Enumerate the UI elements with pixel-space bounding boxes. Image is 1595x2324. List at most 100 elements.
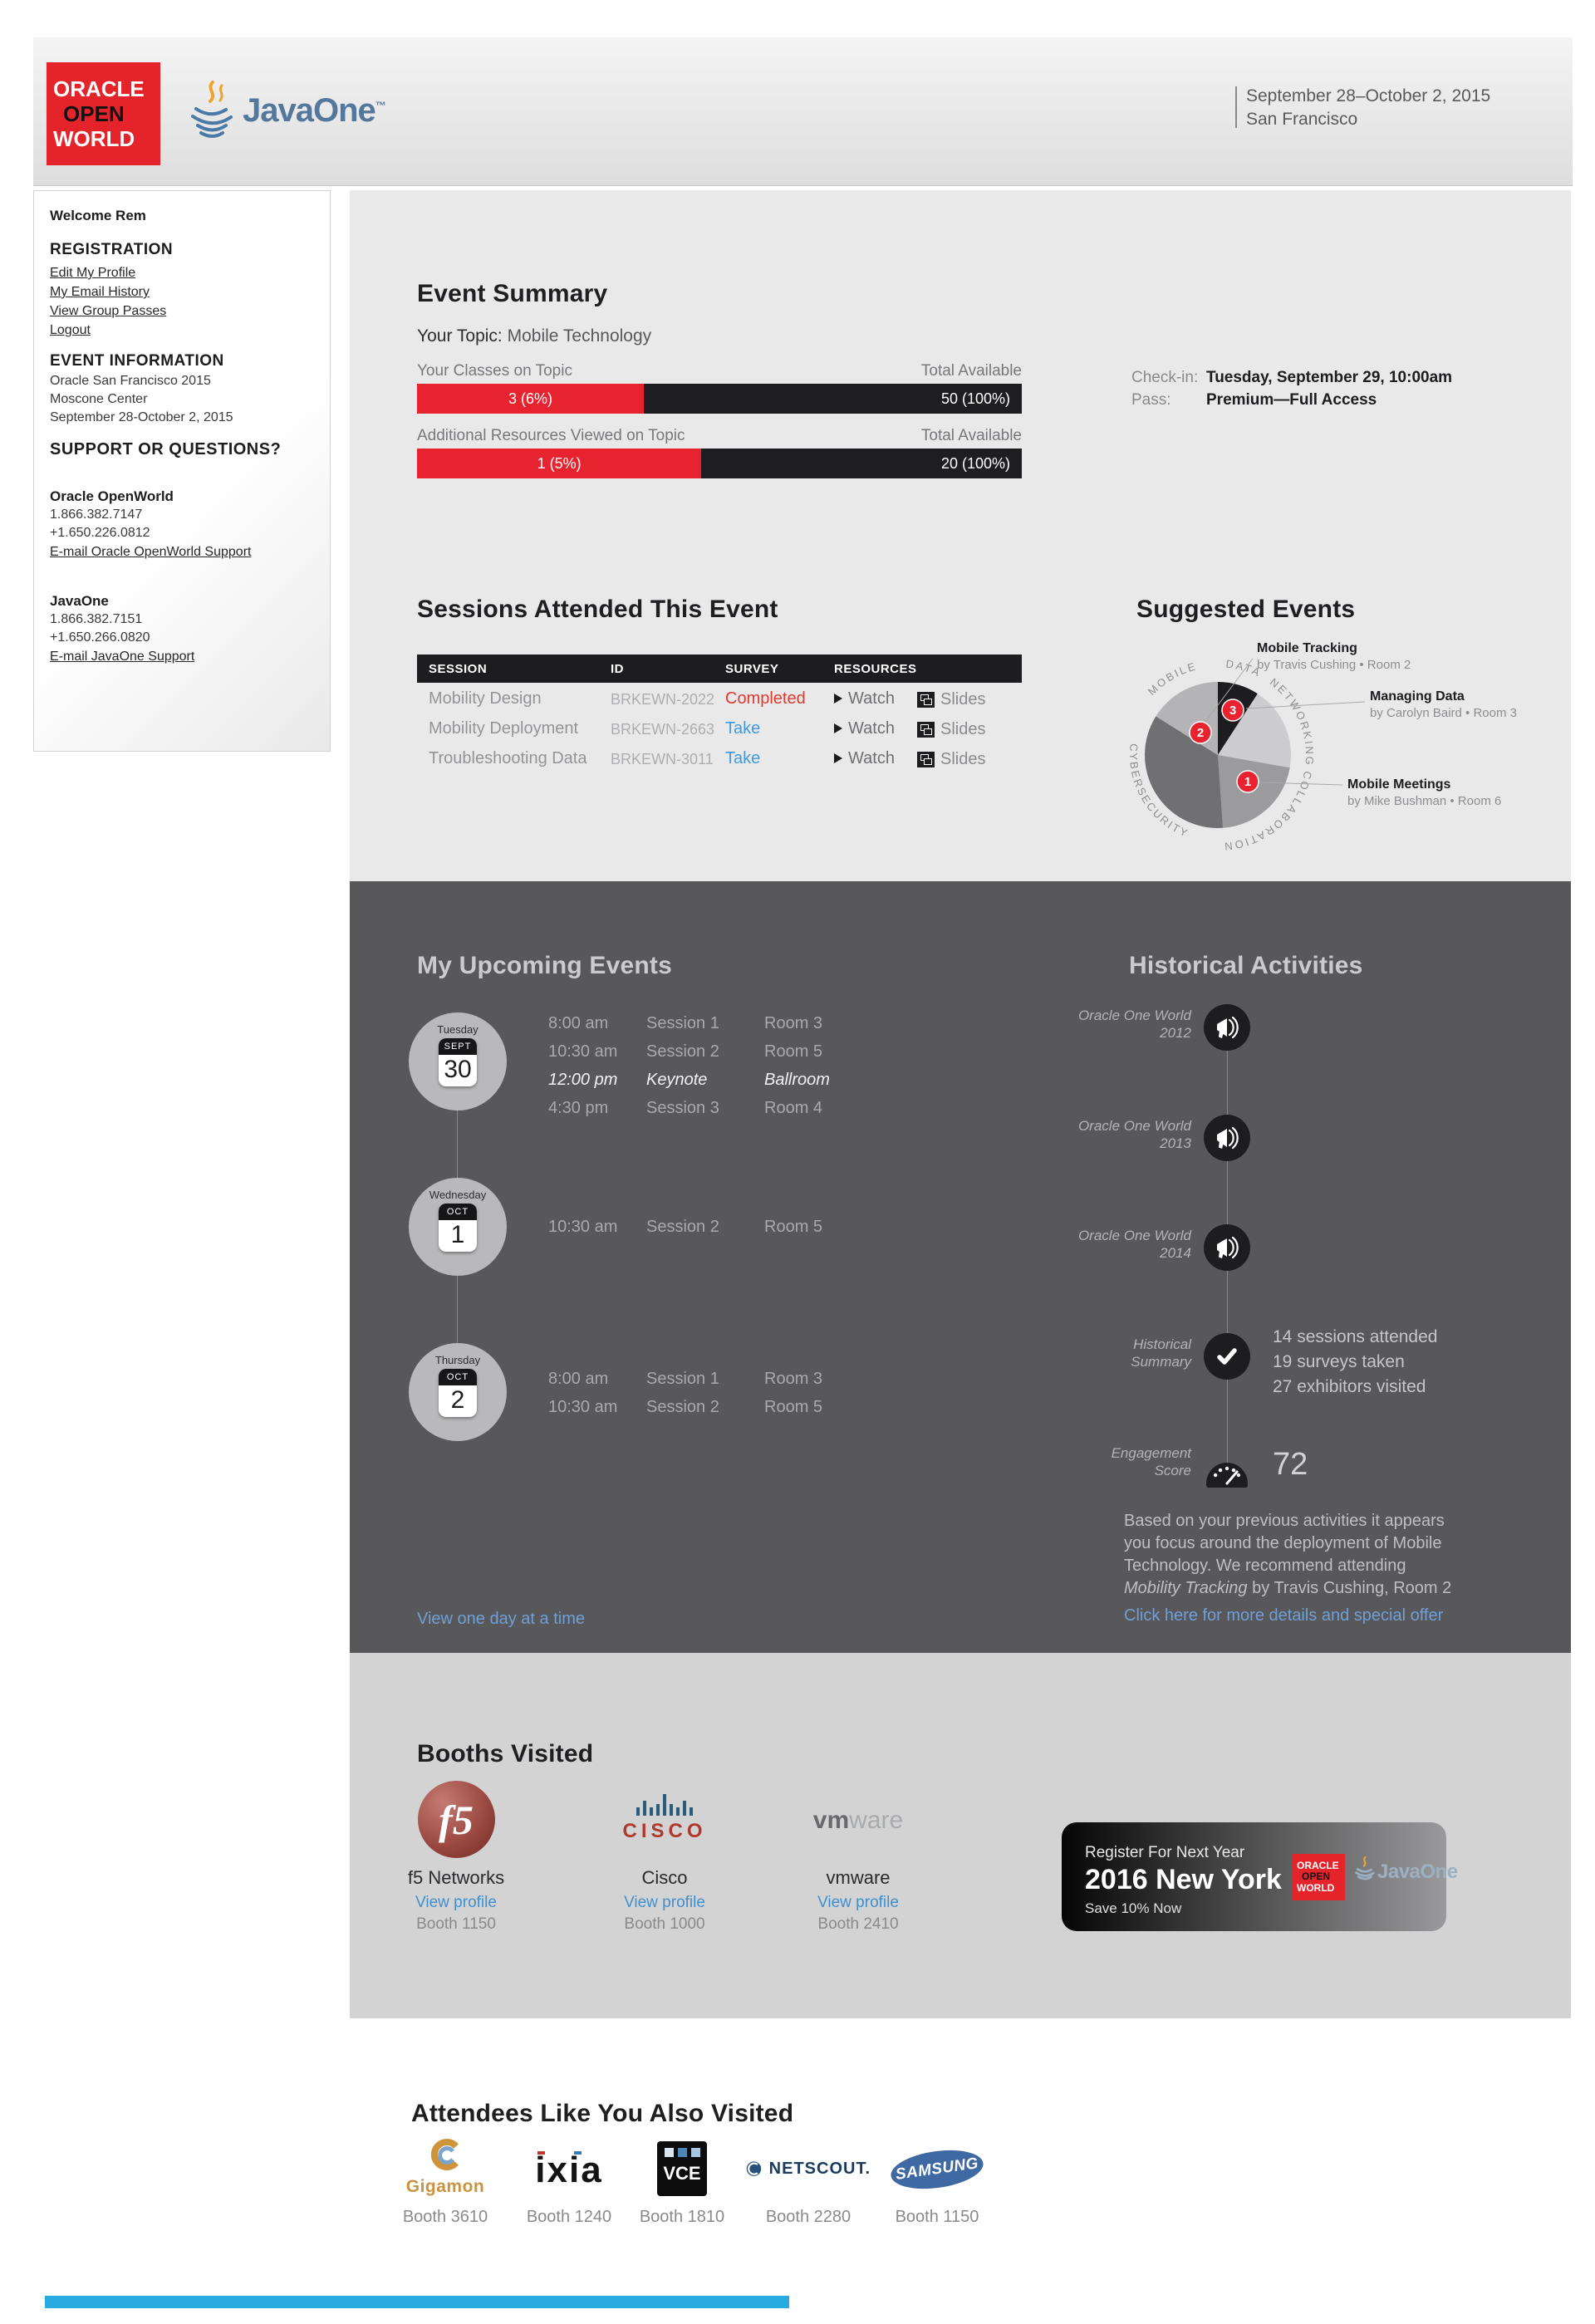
- pie-marker-3[interactable]: [1221, 699, 1244, 722]
- pie-slice-networking[interactable]: [1218, 694, 1292, 768]
- watch-link[interactable]: Watch: [834, 689, 895, 708]
- view-one-day-link[interactable]: View one day at a time: [417, 1610, 585, 1628]
- schedule-time: 8:00 am: [548, 1370, 609, 1388]
- slides-link[interactable]: Slides: [917, 690, 985, 709]
- table-row-session: Mobility Design: [429, 689, 542, 708]
- event-date-range: September 28–October 2, 2015: [1246, 86, 1491, 105]
- pie-marker-1-num: 1: [1244, 775, 1251, 789]
- vce-logo-icon: VCE: [657, 2141, 707, 2196]
- watch-link[interactable]: Watch: [834, 749, 895, 768]
- support-javaone-phone1: 1.866.382.7151: [50, 612, 143, 626]
- topic-value: Mobile Technology: [507, 326, 652, 346]
- schedule-session[interactable]: Session 2: [646, 1218, 719, 1236]
- bar2-right-label: Total Available: [920, 427, 1022, 444]
- oracle-logo-line3: WORLD: [53, 126, 135, 151]
- watch-link[interactable]: Watch: [834, 719, 895, 738]
- schedule-session[interactable]: Session 1: [646, 1014, 719, 1032]
- callout-line-3: [1245, 701, 1366, 709]
- resources-progress-fill: 1 (5%): [417, 449, 702, 478]
- javaone-tm: ™: [375, 99, 386, 112]
- historical-event-label: Oracle One World 2012: [1077, 1008, 1191, 1041]
- bottom-accent-bar: [45, 2296, 789, 2308]
- schedule-session[interactable]: Session 3: [646, 1099, 719, 1117]
- calendar-day-wednesday: Wednesday OCT 1: [409, 1178, 507, 1276]
- special-offer-link[interactable]: Click here for more details and special …: [1124, 1606, 1444, 1625]
- slides-link[interactable]: Slides: [917, 750, 985, 769]
- pie-slice-cybersecurity[interactable]: [1145, 716, 1224, 829]
- schedule-session-keynote[interactable]: Keynote: [646, 1071, 708, 1089]
- classes-progress-fill: 3 (6%): [417, 384, 644, 414]
- historical-event-label: Oracle One World 2014: [1077, 1228, 1191, 1261]
- attendee-booth-gigamon: Gigamon: [383, 2138, 508, 2197]
- attendee-booth-samsung: SAMSUNG: [875, 2145, 999, 2194]
- register-next-year-card[interactable]: Register For Next Year 2016 New York Sav…: [1062, 1822, 1458, 1931]
- schedule-session[interactable]: Session 2: [646, 1042, 719, 1061]
- suggested-events-title: Suggested Events: [1136, 596, 1356, 623]
- javaone-logo: JavaOne™: [243, 92, 386, 129]
- callout-line-1: [1259, 782, 1343, 786]
- slides-link[interactable]: Slides: [917, 720, 985, 739]
- page-header: ORACLE OPEN WORLD JavaOne™: [33, 37, 1573, 186]
- summary-line: 19 surveys taken: [1273, 1352, 1405, 1371]
- summary-line: 27 exhibitors visited: [1273, 1377, 1426, 1396]
- sessions-title: Sessions Attended This Event: [417, 596, 778, 623]
- calendar-icon: OCT 2: [439, 1369, 477, 1417]
- topic-line: Your Topic: Mobile Technology: [417, 326, 651, 346]
- historical-activities-title: Historical Activities: [1129, 952, 1363, 979]
- day-name: Thursday: [434, 1354, 481, 1366]
- calendar-date: 30: [444, 1056, 472, 1083]
- sidebar-link-logout[interactable]: Logout: [50, 323, 91, 337]
- event-dates: September 28–October 2, 2015 San Francis…: [1246, 85, 1490, 131]
- pie-marker-2-num: 2: [1197, 726, 1204, 740]
- col-header-survey: SURVEY: [725, 662, 779, 676]
- event-summary-section: [350, 190, 1571, 881]
- sidebar-link-email-history[interactable]: My Email History: [50, 285, 150, 299]
- historical-event-node: [1204, 1115, 1250, 1161]
- schedule-time: 8:00 am: [548, 1014, 609, 1032]
- view-profile-link[interactable]: View profile: [624, 1894, 705, 1911]
- table-row-id: BRKEWN-2663: [611, 721, 715, 738]
- day-name: Tuesday: [437, 1023, 478, 1036]
- attendee-booth-ixia: ixia: [507, 2150, 631, 2191]
- view-profile-link[interactable]: View profile: [415, 1894, 497, 1911]
- support-javaone-name: JavaOne: [50, 593, 109, 609]
- callout-subtitle: by Travis Cushing • Room 2: [1257, 658, 1411, 672]
- support-openworld-email-link[interactable]: E-mail Oracle OpenWorld Support: [50, 545, 252, 559]
- support-openworld-phone2: +1.650.226.0812: [50, 526, 150, 540]
- oracle-openworld-logo-icon: ORACLE OPEN WORLD: [47, 62, 160, 165]
- survey-take-link[interactable]: Take: [725, 719, 761, 738]
- pie-marker-1[interactable]: [1236, 770, 1259, 793]
- survey-take-link[interactable]: Take: [725, 749, 761, 767]
- gigamon-logo-icon: [430, 2139, 459, 2170]
- schedule-session[interactable]: Session 2: [646, 1398, 719, 1416]
- sidebar-link-edit-profile[interactable]: Edit My Profile: [50, 266, 136, 280]
- schedule-room: Room 3: [764, 1014, 823, 1032]
- schedule-room: Room 5: [764, 1218, 823, 1236]
- registration-heading: REGISTRATION: [50, 241, 174, 258]
- attendee-booth-number: Booth 1150: [895, 2208, 979, 2226]
- megaphone-icon: [1217, 1126, 1239, 1150]
- slides-icon: [917, 722, 935, 738]
- event-info-heading: EVENT INFORMATION: [50, 352, 224, 370]
- pie-marker-2[interactable]: [1189, 721, 1212, 744]
- sidebar-link-group-passes[interactable]: View Group Passes: [50, 304, 167, 318]
- oracle-logo-line1: ORACLE: [53, 76, 145, 101]
- support-javaone-email-link[interactable]: E-mail JavaOne Support: [50, 650, 195, 664]
- callout-title: Managing Data: [1370, 689, 1465, 704]
- historical-summary-label: Historical Summary: [1131, 1336, 1191, 1370]
- vmware-logo-icon: vmware: [812, 1807, 904, 1834]
- checkin-label: Check-in:: [1131, 369, 1199, 386]
- pie-slice-collaboration[interactable]: [1218, 755, 1290, 828]
- engagement-score-value: 72: [1273, 1447, 1308, 1482]
- schedule-time-keynote: 12:00 pm: [548, 1071, 618, 1089]
- calendar-month: OCT: [439, 1369, 477, 1385]
- view-profile-link[interactable]: View profile: [817, 1894, 899, 1911]
- netscout-logo-icon: NETSCOUT.: [746, 2158, 871, 2180]
- upcoming-historical-section: [350, 881, 1571, 1653]
- col-header-id: ID: [611, 662, 624, 676]
- resources-progress-total: 20 (100%): [940, 454, 1010, 472]
- attendee-booth-number: Booth 2280: [765, 2208, 851, 2226]
- schedule-session[interactable]: Session 1: [646, 1370, 719, 1388]
- calendar-icon: SEPT 30: [439, 1038, 477, 1086]
- schedule-room: Room 4: [764, 1099, 823, 1117]
